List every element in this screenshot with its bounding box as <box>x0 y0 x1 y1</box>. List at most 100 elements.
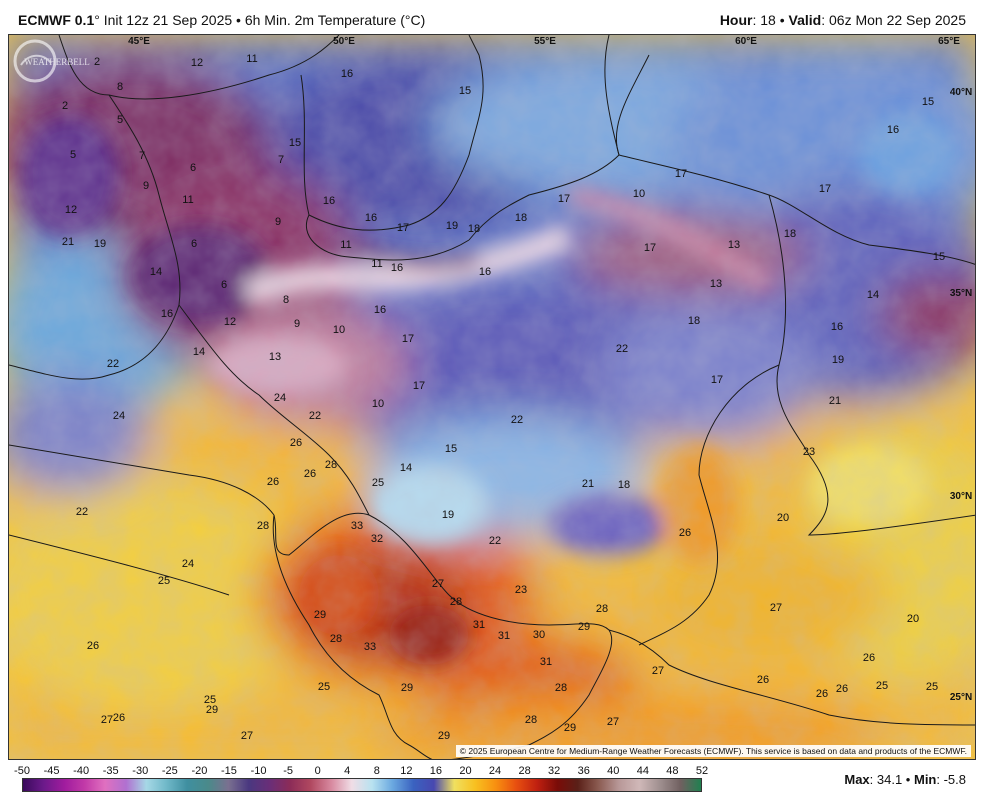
temperature-label: 6 <box>190 162 196 174</box>
temperature-label: 20 <box>907 613 919 625</box>
temperature-label: 26 <box>304 468 316 480</box>
temperature-label: 11 <box>371 258 382 270</box>
temperature-label: 17 <box>819 183 831 195</box>
lon-60-label: 60°E <box>735 36 757 47</box>
colorbar-tick-label: 52 <box>695 765 709 777</box>
max-min-stats: Max: 34.1 • Min: -5.8 <box>844 772 966 787</box>
temperature-label: 17 <box>413 380 425 392</box>
temperature-label: 18 <box>468 223 480 235</box>
temperature-label: 14 <box>193 346 205 358</box>
longitude-labels: 45°E 50°E 55°E 60°E 65°E <box>128 36 960 47</box>
temperature-label: 13 <box>269 351 281 363</box>
temperature-label: 2 <box>62 100 68 112</box>
hour-value: : 18 • <box>752 12 789 28</box>
caspian-south-coast <box>306 214 470 261</box>
temperature-label: 22 <box>616 343 628 355</box>
temperature-label: 12 <box>191 57 203 69</box>
temperature-label: 19 <box>442 509 454 521</box>
model-name: ECMWF 0.1 <box>18 12 95 28</box>
temperature-label: 21 <box>829 395 841 407</box>
temperature-label: 19 <box>832 354 844 366</box>
map-canvas: 45°E 50°E 55°E 60°E 65°E 40°N 35°N 30°N … <box>9 35 975 759</box>
temperature-label: 17 <box>397 222 409 234</box>
temperature-label: 26 <box>290 437 302 449</box>
temperature-label: 19 <box>94 238 106 250</box>
temperature-label: 26 <box>267 476 279 488</box>
temperature-label: 10 <box>372 398 384 410</box>
colorbar-tick-label: 28 <box>518 765 531 777</box>
min-value: : -5.8 <box>936 772 966 787</box>
temperature-label: 23 <box>515 584 527 596</box>
temperature-label: 15 <box>445 443 457 455</box>
temperature-label: 6 <box>191 238 197 250</box>
temperature-label: 28 <box>596 603 608 615</box>
temperature-label: 5 <box>117 114 123 126</box>
temperature-label: 7 <box>139 150 145 162</box>
temperature-label: 26 <box>757 674 769 686</box>
temperature-label: 29 <box>438 730 450 742</box>
temperature-label: 18 <box>688 315 700 327</box>
temperature-label: 28 <box>257 520 269 532</box>
map-header: ECMWF 0.1° Init 12z 21 Sep 2025 • 6h Min… <box>0 0 984 34</box>
temperature-label: 15 <box>933 251 945 263</box>
temperature-label: 2 <box>94 56 100 68</box>
temperature-label: 14 <box>400 462 412 474</box>
temperature-label: 11 <box>182 194 193 206</box>
valid-time: Hour: 18 • Valid: 06z Mon 22 Sep 2025 <box>720 12 966 28</box>
temperature-label: 30 <box>533 629 545 641</box>
temperature-label: 8 <box>117 81 123 93</box>
temperature-label: 19 <box>446 220 458 232</box>
valid-value: : 06z Mon 22 Sep 2025 <box>821 12 966 28</box>
temperature-label: 17 <box>644 242 656 254</box>
colorbar-tick-label: -15 <box>221 765 237 777</box>
temperature-label: 9 <box>294 318 300 330</box>
temperature-label: 22 <box>511 414 523 426</box>
colorbar-tick-label: -20 <box>191 765 208 777</box>
map-title: ECMWF 0.1° Init 12z 21 Sep 2025 • 6h Min… <box>18 12 425 28</box>
colorbar-tick-label: 32 <box>548 765 561 777</box>
temperature-label: 11 <box>246 53 257 65</box>
temperature-label: 10 <box>333 324 345 336</box>
lat-35-label: 35°N <box>950 288 972 299</box>
temperature-label: 15 <box>459 85 471 97</box>
colorbar-tick-label: 24 <box>488 765 502 777</box>
temperature-label: 16 <box>479 266 491 278</box>
temperature-label: 27 <box>241 730 253 742</box>
field-texture <box>9 35 975 759</box>
run-info: ° Init 12z 21 Sep 2025 • 6h Min. 2m Temp… <box>94 12 426 28</box>
temperature-label: 31 <box>498 630 510 642</box>
colorbar-tick-label: 16 <box>429 765 443 777</box>
temperature-label: 26 <box>863 652 875 664</box>
lon-45-label: 45°E <box>128 36 150 47</box>
temperature-label: 17 <box>711 374 723 386</box>
colorbar-tick-label: 36 <box>577 765 590 777</box>
lon-55-label: 55°E <box>534 36 556 47</box>
temperature-label: 24 <box>182 558 194 570</box>
temperature-label: 28 <box>450 596 462 608</box>
temperature-label: 32 <box>371 533 383 545</box>
colorbar-tick-label: 4 <box>344 765 351 777</box>
max-value: : 34.1 • <box>869 772 914 787</box>
colorbar-tick-label: 44 <box>636 765 649 777</box>
colorbar-ticks: -50 -45 -40 -35 -30 -25 -20 -15 -10 -5 0 4 8 12 16 20 24… <box>14 765 709 779</box>
colorbar-tick-label: 40 <box>607 765 620 777</box>
lat-40-label: 40°N <box>950 87 972 98</box>
legend-footer: -50 -45 -40 -35 -30 -25 -20 -15 -10 -5 0 4 8 12 16 20 24… <box>0 760 984 808</box>
colorbar-tick-label: -45 <box>43 765 60 777</box>
lat-30-label: 30°N <box>950 491 972 502</box>
min-label: Min <box>913 772 937 787</box>
temperature-label: 15 <box>289 137 301 149</box>
temperature-label: 26 <box>679 527 691 539</box>
gulf-of-oman-coast <box>608 629 975 726</box>
temperature-label: 8 <box>283 294 289 306</box>
temperature-label: 28 <box>555 682 567 694</box>
temperature-label: 29 <box>564 722 576 734</box>
max-label: Max <box>844 772 870 787</box>
lat-25-label: 25°N <box>950 692 972 703</box>
temperature-label: 17 <box>558 193 570 205</box>
temperature-label: 29 <box>578 621 590 633</box>
caspian-west-coast <box>300 35 484 231</box>
colorbar-tick-label: 48 <box>666 765 679 777</box>
temperature-label: 16 <box>323 195 335 207</box>
temperature-label: 26 <box>816 688 828 700</box>
